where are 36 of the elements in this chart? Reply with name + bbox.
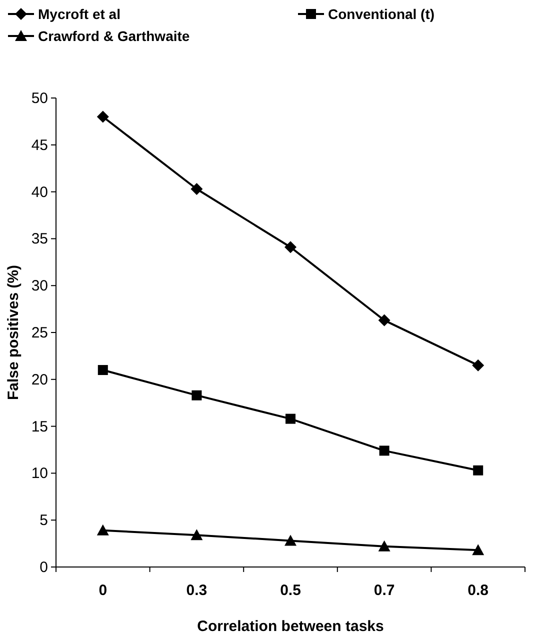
x-tick-label: 0 xyxy=(98,582,108,599)
point xyxy=(472,544,484,556)
point xyxy=(284,534,296,546)
point xyxy=(378,314,390,326)
legend-label: Mycroft et al xyxy=(38,6,120,22)
x-tick-label: 0.5 xyxy=(280,582,301,599)
point xyxy=(96,524,109,536)
point xyxy=(379,446,390,456)
point xyxy=(96,110,109,123)
y-tick-label: 20 xyxy=(31,371,48,388)
y-tick-label: 10 xyxy=(31,465,48,482)
point xyxy=(473,465,484,476)
legend-label: Crawford & Garthwaite xyxy=(38,28,190,44)
y-tick-label: 5 xyxy=(40,512,48,530)
x-axis-title: Correlation between tasks xyxy=(197,618,384,635)
y-tick-label: 35 xyxy=(31,230,48,248)
point xyxy=(286,414,296,424)
y-tick-label: 30 xyxy=(31,278,48,295)
point xyxy=(190,529,203,540)
y-tick-label: 40 xyxy=(31,184,48,201)
y-tick-label: 15 xyxy=(31,418,48,436)
y-tick-label: 45 xyxy=(31,136,48,154)
point xyxy=(472,359,484,372)
x-tick-label: 0.3 xyxy=(186,582,208,599)
y-axis-title: False positives (%) xyxy=(5,264,22,400)
legend-label: Conventional (t) xyxy=(328,6,435,22)
y-tick-label: 50 xyxy=(31,90,48,107)
point xyxy=(378,540,390,552)
y-tick-label: 25 xyxy=(31,324,48,342)
point xyxy=(192,390,202,400)
x-tick-label: 0.8 xyxy=(468,582,489,599)
x-tick-label: 0.7 xyxy=(374,582,395,599)
point xyxy=(284,241,296,254)
point xyxy=(190,182,203,195)
point xyxy=(98,365,108,376)
y-tick-label: 0 xyxy=(40,559,48,576)
